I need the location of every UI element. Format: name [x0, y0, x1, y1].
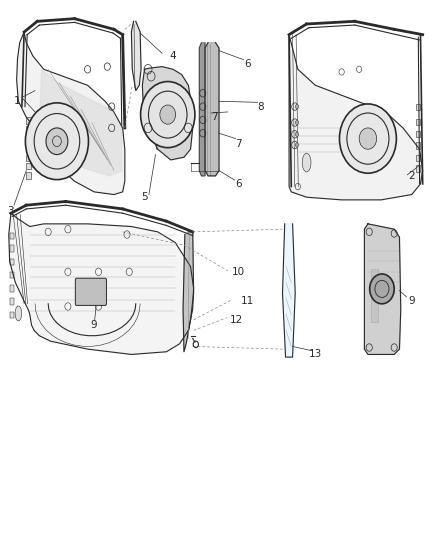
Text: 1: 1 — [14, 96, 21, 106]
Circle shape — [295, 143, 299, 147]
Bar — [10, 285, 14, 292]
Text: 13: 13 — [309, 350, 322, 359]
Bar — [416, 165, 420, 172]
Polygon shape — [283, 224, 295, 357]
Circle shape — [359, 128, 377, 149]
Text: 6: 6 — [235, 179, 242, 189]
Text: 9: 9 — [408, 296, 415, 306]
Ellipse shape — [15, 306, 22, 321]
Polygon shape — [131, 21, 141, 91]
Polygon shape — [199, 43, 205, 176]
Text: 8: 8 — [257, 102, 264, 111]
Bar — [10, 312, 14, 318]
Circle shape — [370, 274, 394, 304]
Text: 6: 6 — [244, 59, 251, 69]
Bar — [26, 163, 31, 169]
Circle shape — [295, 104, 299, 109]
Text: 9: 9 — [91, 320, 98, 330]
Circle shape — [339, 104, 396, 173]
Polygon shape — [289, 35, 423, 200]
Polygon shape — [364, 224, 401, 354]
FancyBboxPatch shape — [75, 278, 106, 305]
Bar — [371, 269, 378, 322]
Bar — [10, 233, 14, 239]
Circle shape — [295, 120, 299, 125]
Bar — [26, 136, 31, 142]
Circle shape — [88, 281, 105, 302]
Bar — [26, 172, 31, 179]
Text: 7: 7 — [211, 112, 218, 122]
Text: 4: 4 — [170, 51, 177, 61]
Text: 12: 12 — [230, 315, 243, 325]
Polygon shape — [9, 213, 194, 354]
Bar — [26, 155, 31, 161]
Polygon shape — [17, 32, 125, 195]
Bar — [416, 155, 420, 161]
Text: 3: 3 — [7, 206, 14, 215]
Bar — [416, 119, 420, 125]
Polygon shape — [39, 69, 122, 176]
Bar — [416, 142, 420, 149]
Polygon shape — [205, 43, 219, 176]
Circle shape — [46, 128, 68, 155]
Bar — [10, 298, 14, 305]
Bar — [416, 104, 420, 110]
Text: 5: 5 — [141, 192, 148, 202]
Text: 2: 2 — [408, 171, 415, 181]
Polygon shape — [142, 67, 193, 160]
Bar — [10, 245, 14, 252]
Bar — [26, 146, 31, 152]
Ellipse shape — [30, 152, 38, 168]
Ellipse shape — [302, 154, 311, 172]
Bar — [10, 259, 14, 265]
Circle shape — [25, 103, 88, 180]
Bar — [26, 126, 31, 133]
Text: 11: 11 — [241, 296, 254, 306]
Bar — [10, 272, 14, 278]
Circle shape — [295, 132, 299, 136]
Circle shape — [160, 105, 176, 124]
Text: 7: 7 — [235, 139, 242, 149]
Polygon shape — [183, 232, 194, 352]
Bar — [26, 117, 31, 124]
Text: 10: 10 — [232, 267, 245, 277]
Bar — [416, 131, 420, 137]
Circle shape — [141, 82, 195, 148]
